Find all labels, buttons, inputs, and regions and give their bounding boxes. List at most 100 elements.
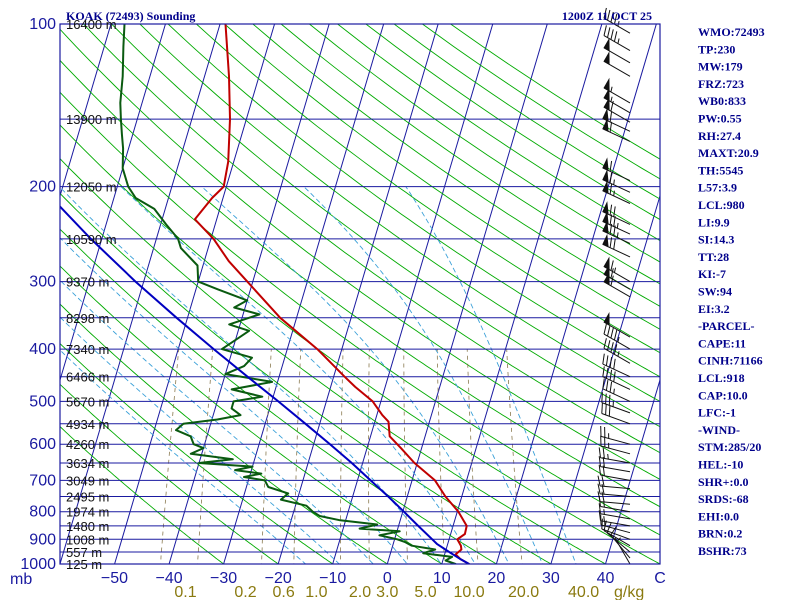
wind-barb xyxy=(597,475,631,490)
wind-barb-full xyxy=(602,448,605,459)
wind-barb xyxy=(601,403,631,425)
dry-adiabat-line xyxy=(223,24,660,330)
mixing-ratio-label: 0.2 xyxy=(234,584,256,600)
index-line: KI:-7 xyxy=(698,267,726,281)
dry-adiabat-line xyxy=(60,426,225,564)
wind-barb-full xyxy=(601,518,603,530)
dry-adiabat-line xyxy=(195,24,660,354)
pressure-tick-label: 200 xyxy=(29,179,56,196)
mixing-ratio-label: 3.0 xyxy=(376,584,398,600)
wind-barb-half xyxy=(610,86,613,93)
height-label: 7340 m xyxy=(66,342,109,357)
temperature-tick-label: −10 xyxy=(319,570,346,587)
pressure-unit-label: mb xyxy=(10,571,32,588)
wind-barb-staff xyxy=(601,528,631,540)
wind-barb-pennant xyxy=(603,256,610,271)
wind-barb-full xyxy=(609,160,613,172)
dry-adiabat-line xyxy=(60,303,389,564)
wind-barb xyxy=(603,97,631,123)
wind-barb-full xyxy=(605,404,607,415)
height-label: 6466 m xyxy=(66,370,109,385)
wind-barb-full xyxy=(610,29,614,40)
dry-adiabat-line xyxy=(60,91,660,536)
chart-title: KOAK (72493) Sounding xyxy=(66,9,195,23)
wind-barb-full xyxy=(603,323,607,335)
mixing-ratio-line xyxy=(466,349,479,564)
index-line: TT:28 xyxy=(698,250,729,264)
dry-adiabat-line xyxy=(60,158,607,564)
wind-barb-staff xyxy=(601,413,631,425)
wind-barb-column xyxy=(597,7,631,565)
dry-adiabat-line xyxy=(139,24,660,402)
stability-indices-panel: WMO:72493 TP:230 MW:179 FRZ:723 WB0:833 PW:0.… xyxy=(698,25,765,558)
moist-adiabat-line xyxy=(405,186,577,564)
wind-barb-staff xyxy=(614,537,631,565)
wind-barb-staff xyxy=(602,388,631,402)
wind-barb-pennant xyxy=(602,180,609,195)
pressure-tick-label: 400 xyxy=(29,341,56,358)
isotherm-line xyxy=(550,194,660,564)
height-label: 3049 m xyxy=(66,473,109,488)
wind-barb-full xyxy=(613,344,618,355)
temperature-tick-label: −40 xyxy=(156,570,183,587)
height-label: 13900 m xyxy=(66,112,117,127)
dry-adiabat-line xyxy=(60,28,660,480)
wind-barb-staff xyxy=(601,402,631,414)
temperature-tick-label: 20 xyxy=(488,570,506,587)
wind-barb-full xyxy=(598,447,601,458)
wind-barb-full xyxy=(613,358,616,370)
pressure-tick-label: 600 xyxy=(29,436,56,453)
height-label: 9370 m xyxy=(66,275,109,290)
pressure-tick-label: 500 xyxy=(29,393,56,410)
wind-barb-staff xyxy=(600,524,631,534)
wind-barb xyxy=(603,87,631,114)
index-line: MW:179 xyxy=(698,60,743,74)
wind-barb xyxy=(603,51,631,77)
mixing-ratio-line xyxy=(160,349,180,564)
index-line: BRN:0.2 xyxy=(698,527,742,541)
plot-frame xyxy=(59,23,661,565)
wind-barb-full xyxy=(605,380,609,391)
wind-barb-full xyxy=(610,11,614,23)
height-label: 10590 m xyxy=(66,232,117,247)
isotherm-line xyxy=(386,24,548,564)
wind-barb-full xyxy=(605,368,609,379)
wind-barb-pennant xyxy=(602,210,609,225)
index-line: LI:9.9 xyxy=(698,215,730,229)
wind-barb-pennant xyxy=(602,169,609,183)
wind-barb-half xyxy=(613,267,617,273)
wind-barb-half xyxy=(613,179,615,185)
wind-barb-staff xyxy=(600,501,631,505)
index-line: LCL:980 xyxy=(698,198,745,212)
mixing-ratio-label: 20.0 xyxy=(508,584,539,600)
wind-barb xyxy=(600,435,631,455)
wind-barb xyxy=(603,77,631,104)
wind-barb-staff xyxy=(600,435,631,445)
wind-barb-full xyxy=(607,9,611,21)
index-line: SI:14.3 xyxy=(698,233,734,247)
temperature-tick-label: 0 xyxy=(383,570,392,587)
wind-barb-staff xyxy=(600,485,631,490)
pressure-tick-label: 300 xyxy=(29,274,56,291)
wind-barb xyxy=(602,233,631,258)
moist-adiabat-line xyxy=(60,279,374,564)
dry-adiabat-line xyxy=(60,59,660,508)
wind-barb-pennant xyxy=(602,220,609,235)
isotherm-line xyxy=(441,24,603,564)
index-line: EHI:0.0 xyxy=(698,509,739,523)
wind-barb-full xyxy=(598,503,601,514)
mixing-ratio-label: 2.0 xyxy=(349,584,371,600)
mixing-ratio-line xyxy=(340,349,344,564)
wind-barb-half xyxy=(613,190,615,196)
wind-barb-full xyxy=(597,483,601,495)
index-line: CAP:10.0 xyxy=(698,388,748,402)
height-label: 2495 m xyxy=(66,490,109,505)
wind-barb-pennant xyxy=(603,77,610,92)
wind-barb-full xyxy=(602,366,605,377)
mixing-ratio-line xyxy=(368,349,370,564)
wind-barb-full xyxy=(608,394,611,406)
wind-barb-full xyxy=(609,381,613,393)
isotherm-line xyxy=(0,12,5,575)
wind-barb-half xyxy=(607,453,609,460)
